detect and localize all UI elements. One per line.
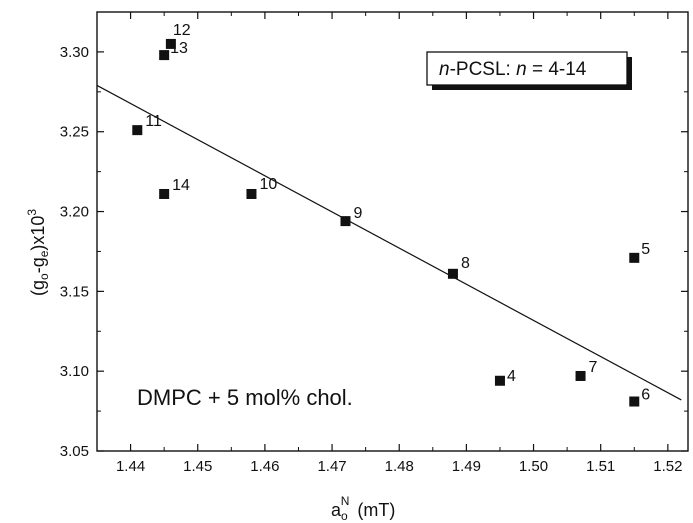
x-tick-label: 1.50 bbox=[519, 458, 548, 475]
x-tick-label: 1.45 bbox=[183, 458, 212, 475]
x-tick-label: 1.44 bbox=[116, 458, 145, 475]
x-tick-label: 1.51 bbox=[586, 458, 615, 475]
legend-text: n-PCSL: n = 4-14 bbox=[439, 59, 587, 80]
data-point-label: 7 bbox=[589, 359, 598, 376]
y-tick-label: 3.05 bbox=[60, 443, 89, 460]
fit-line bbox=[96, 84, 682, 401]
plot-frame bbox=[96, 11, 689, 452]
legend-frame bbox=[426, 51, 628, 86]
y-tick-label: 3.15 bbox=[60, 283, 89, 300]
data-point-label: 11 bbox=[145, 113, 162, 130]
y-tick-label: 3.25 bbox=[60, 124, 89, 141]
x-tick-label: 1.47 bbox=[317, 458, 346, 475]
data-point bbox=[575, 370, 586, 381]
data-point bbox=[132, 125, 143, 136]
data-point bbox=[447, 268, 458, 279]
x-tick-label: 1.52 bbox=[653, 458, 682, 475]
y-tick-label: 3.20 bbox=[60, 204, 89, 221]
x-tick-label: 1.49 bbox=[452, 458, 481, 475]
legend-text-italic-n: n bbox=[439, 59, 450, 80]
y-tick-label: 3.30 bbox=[60, 44, 89, 61]
y-axis-title-sub1: o bbox=[37, 273, 51, 280]
y-axis-title-middle: -g bbox=[28, 257, 48, 273]
annotation-text: DMPC + 5 mol% chol. bbox=[137, 385, 353, 410]
data-point-label: 4 bbox=[507, 368, 516, 385]
x-axis-title: aoN (mT) bbox=[331, 494, 395, 523]
data-point bbox=[159, 50, 170, 61]
data-point-label: 6 bbox=[641, 387, 650, 404]
data-point bbox=[246, 188, 257, 199]
x-tick-label: 1.46 bbox=[250, 458, 279, 475]
y-tick-label: 3.10 bbox=[60, 363, 89, 380]
y-axis-title-prefix: (g bbox=[28, 280, 48, 296]
data-point-label: 12 bbox=[173, 22, 191, 39]
data-point-label: 5 bbox=[641, 241, 650, 258]
data-point bbox=[165, 38, 176, 49]
data-point bbox=[494, 375, 505, 386]
chart-layer: 1.44 1.45 1.46 1.47 1.48 1.49 1.50 1.51 1.52 3.05… bbox=[60, 11, 689, 475]
legend-text-pcsl: -PCSL: bbox=[450, 59, 517, 80]
x-tick-label: 1.48 bbox=[385, 458, 414, 475]
y-axis-title: (go-ge)x103 bbox=[25, 209, 51, 296]
data-point-label: 14 bbox=[172, 177, 190, 194]
legend-text-italic-n-2: n bbox=[516, 59, 527, 80]
data-point bbox=[629, 396, 640, 407]
data-point bbox=[629, 252, 640, 263]
data-point-label: 10 bbox=[259, 176, 277, 193]
x-axis-title-unit: (mT) bbox=[357, 500, 395, 520]
y-axis-title-suffix: )x10 bbox=[28, 216, 48, 251]
data-point-label: 8 bbox=[461, 255, 470, 272]
data-point-label: 13 bbox=[170, 40, 188, 57]
data-point bbox=[340, 216, 351, 227]
data-point bbox=[159, 188, 170, 199]
x-axis-title-base: a bbox=[331, 500, 342, 520]
data-point-label: 9 bbox=[353, 205, 362, 222]
x-axis-title-superscript: N bbox=[341, 494, 350, 508]
legend-text-range: = 4-14 bbox=[527, 59, 587, 80]
legend-box: n-PCSL: n = 4-14 bbox=[426, 51, 632, 90]
y-axis-title-sup: 3 bbox=[25, 209, 39, 216]
y-axis-title-sub2: e bbox=[37, 250, 51, 257]
x-axis-title-subscript: o bbox=[341, 509, 348, 523]
